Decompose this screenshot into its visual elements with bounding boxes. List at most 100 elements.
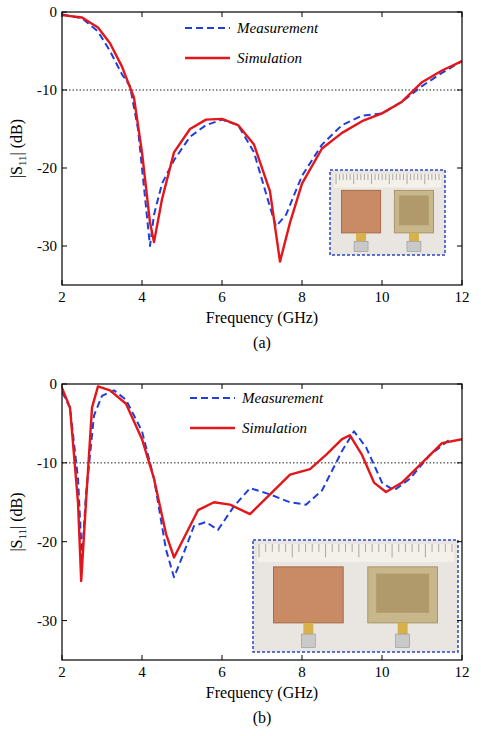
series-line: [62, 14, 462, 246]
inset-connector: [356, 233, 366, 242]
x-tick: [142, 280, 143, 285]
y-tick-label: -20: [37, 160, 57, 176]
y-tick: [62, 620, 67, 621]
inset-ruler-tick: [421, 174, 422, 180]
inset-ruler-tick: [445, 544, 446, 552]
inset-ruler-tick: [364, 174, 365, 180]
inset-patch: [399, 196, 429, 226]
inset-ruler: [257, 544, 454, 562]
inset-ruler-tick: [332, 544, 333, 552]
inset-ruler-tick: [392, 544, 393, 557]
legend-swatch: [190, 427, 235, 429]
inset-ruler-tick: [435, 174, 436, 180]
inset-ruler-tick: [272, 544, 273, 552]
inset-ruler-tick: [343, 174, 344, 180]
y-axis-title: |S11| (dB): [8, 119, 28, 178]
x-tick: [222, 655, 223, 660]
inset-ruler-tick: [378, 544, 379, 552]
inset-ruler-tick: [350, 174, 351, 180]
inset-ruler-tick: [403, 174, 404, 180]
inset-connector: [303, 623, 313, 634]
y-tick: [457, 246, 462, 247]
inset-ruler-tick: [305, 544, 306, 552]
series-line: [62, 15, 462, 261]
inset-ruler-tick: [265, 544, 266, 552]
inset-connector: [398, 623, 408, 634]
inset-ruler-tick: [389, 174, 390, 184]
y-tick-label: 0: [50, 376, 58, 392]
x-tick-label: 6: [218, 664, 226, 680]
threshold-line: [62, 90, 462, 91]
x-tick: [142, 12, 143, 17]
series-line: [62, 386, 462, 581]
inset-ruler-tick: [345, 544, 346, 552]
x-tick: [382, 280, 383, 285]
inset-ruler-tick: [336, 174, 337, 184]
x-tick: [302, 12, 303, 17]
x-tick: [142, 655, 143, 660]
y-tick: [457, 90, 462, 91]
plot-frame: [62, 12, 462, 285]
x-tick-label: 10: [375, 664, 390, 680]
y-tick: [457, 541, 462, 542]
inset-ruler-tick: [405, 544, 406, 552]
inset-ruler-tick: [352, 544, 353, 552]
y-tick: [62, 541, 67, 542]
inset-ruler-tick: [353, 174, 354, 184]
inset-ruler-tick: [392, 174, 393, 180]
inset-photo: [253, 540, 458, 652]
inset-board-back: [394, 190, 433, 233]
x-tick: [302, 280, 303, 285]
y-tick: [457, 462, 462, 463]
inset-ruler-tick: [378, 174, 379, 180]
plot-frame: [62, 384, 462, 660]
inset-ruler-tick: [375, 174, 376, 180]
inset-ruler-tick: [346, 174, 347, 180]
y-tick: [62, 168, 67, 169]
x-tick: [382, 655, 383, 660]
x-tick-label: 2: [58, 664, 66, 680]
inset-ruler-tick: [357, 174, 358, 180]
legend-label: Simulation: [242, 420, 307, 436]
x-tick: [222, 384, 223, 389]
inset-ruler-tick: [312, 544, 313, 552]
legend-swatch: [185, 57, 230, 59]
inset-ruler-tick: [292, 544, 293, 557]
inset-patch: [376, 574, 429, 613]
inset-ruler-tick: [399, 174, 400, 180]
legend-label: Measurement: [241, 390, 324, 406]
y-tick-label: -20: [37, 534, 57, 550]
inset-ruler-tick: [438, 544, 439, 552]
y-tick: [457, 168, 462, 169]
y-axis-title: |S11| (dB): [8, 492, 28, 551]
inset-ruler-tick: [339, 174, 340, 180]
inset-connector: [396, 634, 410, 647]
inset-ruler-tick: [428, 174, 429, 180]
inset-ruler-tick: [431, 174, 432, 180]
inset-ruler-tick: [259, 544, 260, 557]
inset-ruler-tick: [398, 544, 399, 552]
inset-ruler-tick: [358, 544, 359, 557]
y-tick: [62, 462, 67, 463]
inset-ruler-tick: [318, 544, 319, 552]
y-tick-label: -10: [37, 82, 57, 98]
series-group: [62, 386, 462, 581]
y-tick-label: -30: [37, 613, 57, 629]
inset-ruler-tick: [410, 174, 411, 180]
inset-ruler-tick: [325, 544, 326, 557]
panel-caption: (a): [253, 334, 271, 352]
inset-ruler-tick: [382, 174, 383, 180]
inset-ruler-tick: [439, 174, 440, 180]
x-tick: [302, 655, 303, 660]
inset-ruler-tick: [367, 174, 368, 180]
x-tick-label: 10: [375, 289, 390, 305]
inset-photo: [330, 170, 445, 255]
x-tick-label: 4: [138, 289, 146, 305]
y-tick-label: -10: [37, 455, 57, 471]
series-line: [62, 390, 450, 577]
x-tick-label: 6: [218, 289, 226, 305]
inset-connector: [409, 233, 419, 242]
inset-ruler-tick: [452, 544, 453, 552]
threshold-line: [62, 462, 462, 463]
inset-ruler-tick: [417, 174, 418, 180]
